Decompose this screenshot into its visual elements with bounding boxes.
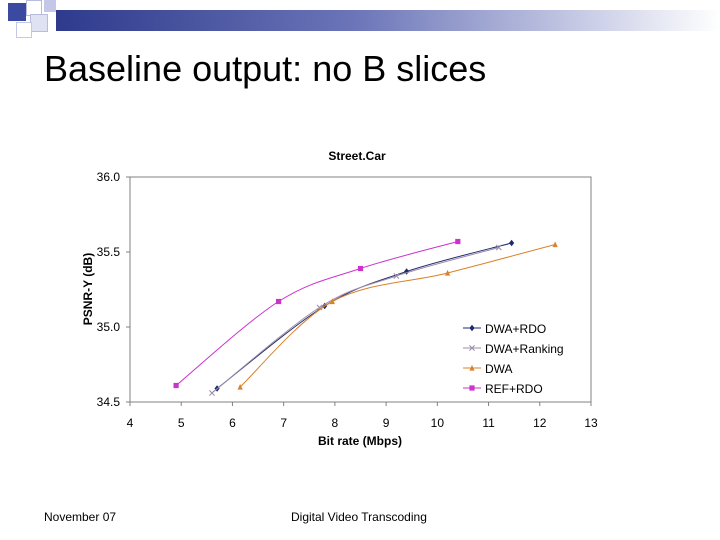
data-point-2 [552, 241, 558, 248]
footer-title: Digital Video Transcoding [291, 510, 427, 524]
series-line-1 [211, 247, 499, 394]
decorative-square-1 [8, 3, 26, 21]
data-point-3 [173, 382, 179, 389]
data-point-3 [455, 238, 461, 245]
legend-marker [469, 385, 475, 391]
slide-title: Baseline output: no B slices [44, 48, 487, 89]
series-line-2 [239, 244, 556, 388]
data-point-2 [237, 383, 243, 390]
legend-label: DWA [485, 362, 513, 376]
data-point-1 [316, 304, 323, 311]
x-tick-label: 11 [482, 416, 495, 430]
y-tick-label: 35.5 [97, 245, 121, 259]
y-axis-label: PSNR-Y (dB) [81, 253, 95, 325]
x-tick-label: 10 [431, 416, 445, 430]
footer-date: November 07 [44, 510, 117, 524]
data-point-1 [393, 273, 400, 279]
data-point-3 [275, 298, 282, 305]
x-tick-label: 13 [584, 416, 598, 430]
x-tick-label: 12 [533, 416, 547, 430]
x-tick-label: 4 [127, 416, 134, 430]
legend-marker [469, 345, 475, 351]
header-band [56, 10, 720, 31]
x-tick-label: 9 [383, 416, 390, 430]
y-tick-label: 34.5 [97, 395, 121, 409]
data-point-1 [495, 244, 502, 251]
data-point-2 [329, 298, 335, 305]
y-tick-label: 35.0 [97, 320, 121, 334]
legend-marker [469, 324, 475, 332]
legend-marker [469, 364, 475, 371]
data-point-0 [404, 268, 410, 275]
x-tick-label: 8 [332, 416, 339, 430]
legend-box [461, 318, 579, 398]
series-line-3 [175, 241, 458, 386]
legend-label: DWA+RDO [485, 322, 546, 336]
data-point-0 [509, 239, 515, 247]
x-tick-label: 7 [280, 416, 287, 430]
decorative-square-5 [16, 22, 32, 38]
chart-title: Street.Car [328, 149, 386, 163]
x-tick-label: 5 [178, 416, 185, 430]
data-point-2 [444, 269, 451, 276]
x-axis-label: Bit rate (Mbps) [318, 434, 402, 448]
legend-label: DWA+Ranking [485, 342, 564, 356]
data-point-3 [357, 265, 364, 272]
x-tick-label: 6 [229, 416, 236, 430]
legend-label: REF+RDO [485, 382, 543, 396]
decorative-square-4 [44, 0, 56, 12]
data-point-1 [209, 390, 215, 396]
y-tick-label: 36.0 [97, 170, 121, 184]
